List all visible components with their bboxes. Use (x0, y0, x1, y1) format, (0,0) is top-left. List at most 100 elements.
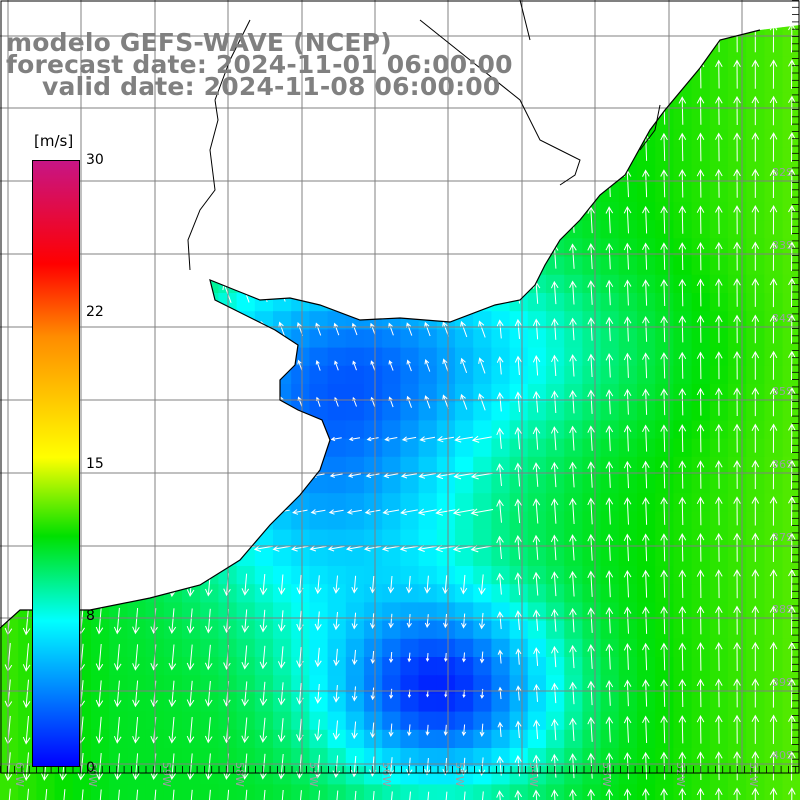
wind-speed-cell (127, 675, 147, 694)
wind-speed-cell (127, 111, 147, 130)
wind-arrow (496, 244, 504, 269)
wind-arrow (239, 97, 251, 124)
wind-arrow (569, 753, 577, 779)
wind-speed-cell (163, 711, 183, 731)
wind-arrow (2, 133, 15, 161)
wind-arrow (185, 318, 196, 340)
wind-speed-cell (364, 766, 383, 785)
wind-speed-cell (182, 420, 201, 440)
wind-speed-cell (182, 547, 201, 567)
wind-arrow (769, 204, 778, 235)
wind-arrow (406, 322, 413, 336)
wind-speed-cell (163, 147, 183, 167)
wind-speed-cell (582, 675, 602, 694)
wind-speed-cell (127, 129, 147, 148)
wind-speed-cell (400, 784, 420, 800)
wind-speed-cell (127, 438, 147, 458)
wind-speed-cell (163, 347, 183, 367)
wind-speed-cell (364, 529, 383, 549)
wind-speed-cell (564, 274, 583, 294)
wind-arrow (733, 278, 741, 307)
wind-speed-cell (109, 547, 128, 567)
wind-speed-cell (109, 293, 128, 312)
wind-arrow (239, 171, 251, 196)
wind-arrow (95, 789, 104, 800)
wind-arrow (185, 97, 196, 124)
wind-speed-cell (309, 784, 329, 800)
wind-speed-cell (345, 529, 365, 549)
wind-speed-cell (600, 147, 620, 167)
wind-arrow (532, 462, 541, 487)
wind-arrow (733, 641, 741, 672)
wind-arrow (442, 575, 450, 595)
wind-speed-cell (200, 784, 219, 800)
wind-speed-cell (291, 111, 310, 130)
wind-arrow (348, 436, 361, 442)
wind-speed-cell (782, 748, 800, 767)
wind-speed-cell (309, 147, 329, 167)
wind-speed-cell (127, 784, 147, 800)
wind-speed-cell (200, 493, 219, 512)
wind-arrow (569, 534, 577, 561)
wind-arrow (186, 391, 195, 412)
wind-arrow (715, 387, 723, 416)
wind-arrow (480, 688, 485, 699)
wind-arrow (436, 436, 454, 443)
wind-speed-cell (309, 111, 329, 130)
wind-arrow (476, 134, 488, 160)
wind-arrow (387, 284, 395, 301)
wind-arrow (605, 752, 614, 780)
wind-speed-cell (382, 293, 401, 312)
wind-arrow (550, 97, 559, 124)
wind-speed-cell (291, 475, 310, 494)
wind-speed-cell (582, 566, 602, 585)
wind-arrow (349, 171, 360, 196)
wind-arrow (112, 280, 123, 305)
wind-arrow (259, 645, 268, 670)
wind-speed-cell (618, 420, 638, 440)
wind-speed-cell (236, 493, 256, 512)
wind-arrow (642, 352, 650, 379)
wind-speed-cell (236, 675, 256, 694)
wind-speed-cell (655, 56, 674, 76)
longitude-label: 55W (453, 762, 466, 787)
wind-arrow (476, 207, 487, 232)
wind-speed-cell (109, 274, 128, 294)
wind-speed-cell (91, 493, 110, 512)
wind-speed-cell (637, 784, 656, 800)
latitude-label: 39S (772, 676, 793, 689)
wind-arrow (678, 569, 687, 598)
wind-arrow (258, 245, 269, 268)
wind-speed-cell (327, 675, 347, 694)
wind-arrow (569, 96, 577, 125)
wind-arrow (533, 683, 540, 702)
wind-speed-cell (200, 256, 219, 276)
wind-arrow (407, 652, 412, 663)
wind-speed-cell (382, 638, 401, 658)
wind-speed-cell (254, 766, 274, 785)
wind-arrow (405, 575, 413, 594)
wind-arrow (458, 207, 469, 232)
wind-arrow (405, 791, 413, 800)
wind-speed-cell (637, 711, 656, 731)
wind-speed-cell (163, 693, 183, 713)
wind-arrow (660, 25, 668, 52)
wind-arrow (345, 545, 363, 552)
wind-arrow (733, 460, 741, 489)
wind-arrow (551, 645, 559, 668)
wind-speed-cell (600, 56, 620, 76)
wind-arrow (422, 208, 433, 232)
wind-speed-cell (582, 147, 602, 167)
colorbar-label-0: 0 (86, 760, 95, 776)
wind-arrow (277, 682, 286, 706)
wind-arrow (769, 59, 778, 89)
wind-speed-cell (327, 456, 347, 476)
wind-speed-cell (163, 511, 183, 531)
wind-arrow (203, 207, 214, 232)
wind-speed-cell (273, 365, 292, 385)
wind-arrow (733, 423, 741, 453)
wind-speed-cell (327, 402, 347, 421)
wind-speed-cell (0, 620, 19, 640)
wind-arrow (769, 678, 778, 708)
wind-arrow (205, 608, 213, 634)
